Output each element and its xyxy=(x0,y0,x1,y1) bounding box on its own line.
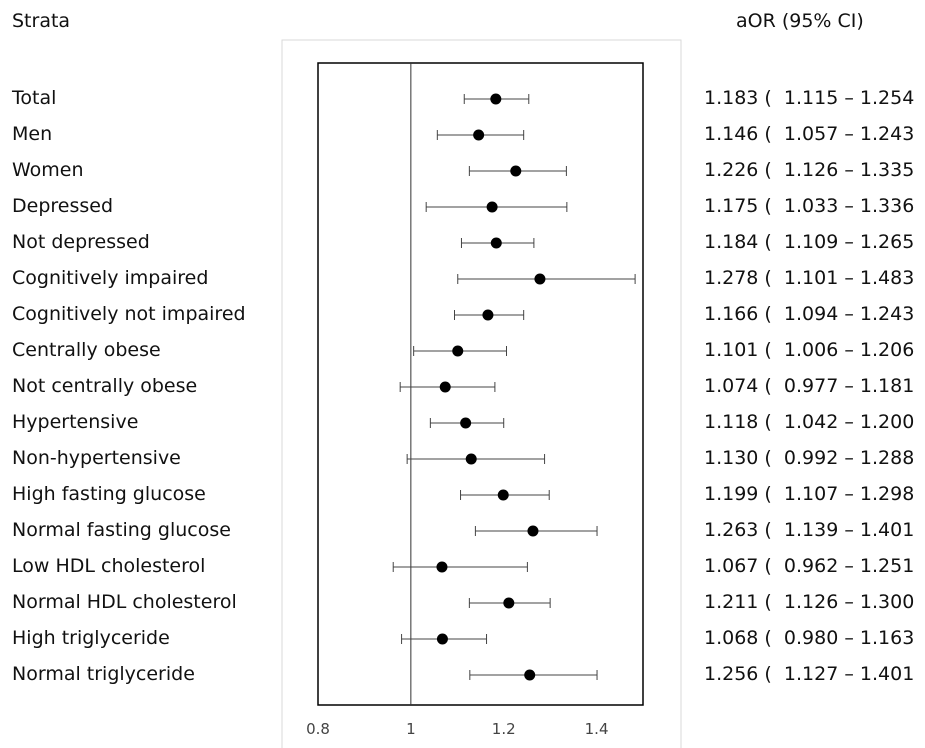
aor-ci-value: 1.067 ( 0.962 – 1.251 ) xyxy=(704,555,925,577)
aor-ci-value: 1.175 ( 1.033 – 1.336 ) xyxy=(704,195,925,217)
strata-label: Cognitively not impaired xyxy=(12,303,246,325)
aor-ci-value: 1.199 ( 1.107 – 1.298 ) xyxy=(704,483,925,505)
point-estimate xyxy=(439,381,451,393)
aor-ci-value: 1.101 ( 1.006 – 1.206 ) xyxy=(704,339,925,361)
x-tick-label: 1.2 xyxy=(492,720,516,738)
aor-ci-value: 1.118 ( 1.042 – 1.200 ) xyxy=(704,411,925,433)
plot-area xyxy=(317,62,644,706)
point-estimate xyxy=(490,93,502,105)
strata-label: Total xyxy=(12,87,57,109)
strata-label: Hypertensive xyxy=(12,411,139,433)
point-estimate xyxy=(482,309,494,321)
point-estimate xyxy=(490,237,502,249)
point-estimate xyxy=(473,129,485,141)
strata-label: Not centrally obese xyxy=(12,375,198,397)
point-estimate xyxy=(465,453,477,465)
strata-label: Low HDL cholesterol xyxy=(12,555,206,577)
outer-frame xyxy=(281,39,682,748)
aor-ci-value: 1.263 ( 1.139 – 1.401 ) xyxy=(704,519,925,541)
aor-ci-value: 1.226 ( 1.126 – 1.335 ) xyxy=(704,159,925,181)
strata-label: Not depressed xyxy=(12,231,150,253)
aor-ci-value: 1.146 ( 1.057 – 1.243 ) xyxy=(704,123,925,145)
strata-label: Normal HDL cholesterol xyxy=(12,591,237,613)
point-estimate xyxy=(503,597,515,609)
strata-label: High fasting glucose xyxy=(12,483,206,505)
point-estimate xyxy=(486,201,498,213)
point-estimate xyxy=(452,345,464,357)
aor-ci-value: 1.130 ( 0.992 – 1.288 ) xyxy=(704,447,925,469)
strata-label: Centrally obese xyxy=(12,339,161,361)
point-estimate xyxy=(497,489,509,501)
aor-ci-value: 1.278 ( 1.101 – 1.483 ) xyxy=(704,267,925,289)
x-tick-label: 1 xyxy=(406,720,416,738)
point-estimate xyxy=(460,417,472,429)
aor-ci-value: 1.166 ( 1.094 – 1.243 ) xyxy=(704,303,925,325)
aor-ci-value: 1.074 ( 0.977 – 1.181 ) xyxy=(704,375,925,397)
aor-header: aOR (95% CI) xyxy=(736,10,864,32)
strata-label: Men xyxy=(12,123,53,145)
strata-label: Normal fasting glucose xyxy=(12,519,231,541)
strata-label: Non-hypertensive xyxy=(12,447,181,469)
aor-ci-value: 1.184 ( 1.109 – 1.265 ) xyxy=(704,231,925,253)
strata-label: Normal triglyceride xyxy=(12,663,195,685)
point-estimate xyxy=(436,633,448,645)
point-estimate xyxy=(524,669,536,681)
aor-ci-value: 1.068 ( 0.980 – 1.163 ) xyxy=(704,627,925,649)
x-tick-label: 1.4 xyxy=(585,720,609,738)
aor-ci-value: 1.183 ( 1.115 – 1.254 ) xyxy=(704,87,925,109)
strata-label: Women xyxy=(12,159,84,181)
aor-ci-value: 1.211 ( 1.126 – 1.300 ) xyxy=(704,591,925,613)
point-estimate xyxy=(510,165,522,177)
strata-label: Depressed xyxy=(12,195,114,217)
point-estimate xyxy=(534,273,546,285)
point-estimate xyxy=(436,561,448,573)
strata-label: High triglyceride xyxy=(12,627,170,649)
strata-label: Cognitively impaired xyxy=(12,267,209,289)
x-tick-label: 0.8 xyxy=(306,720,330,738)
point-estimate xyxy=(527,525,539,537)
aor-ci-value: 1.256 ( 1.127 – 1.401 ) xyxy=(704,663,925,685)
strata-header: Strata xyxy=(12,10,71,32)
